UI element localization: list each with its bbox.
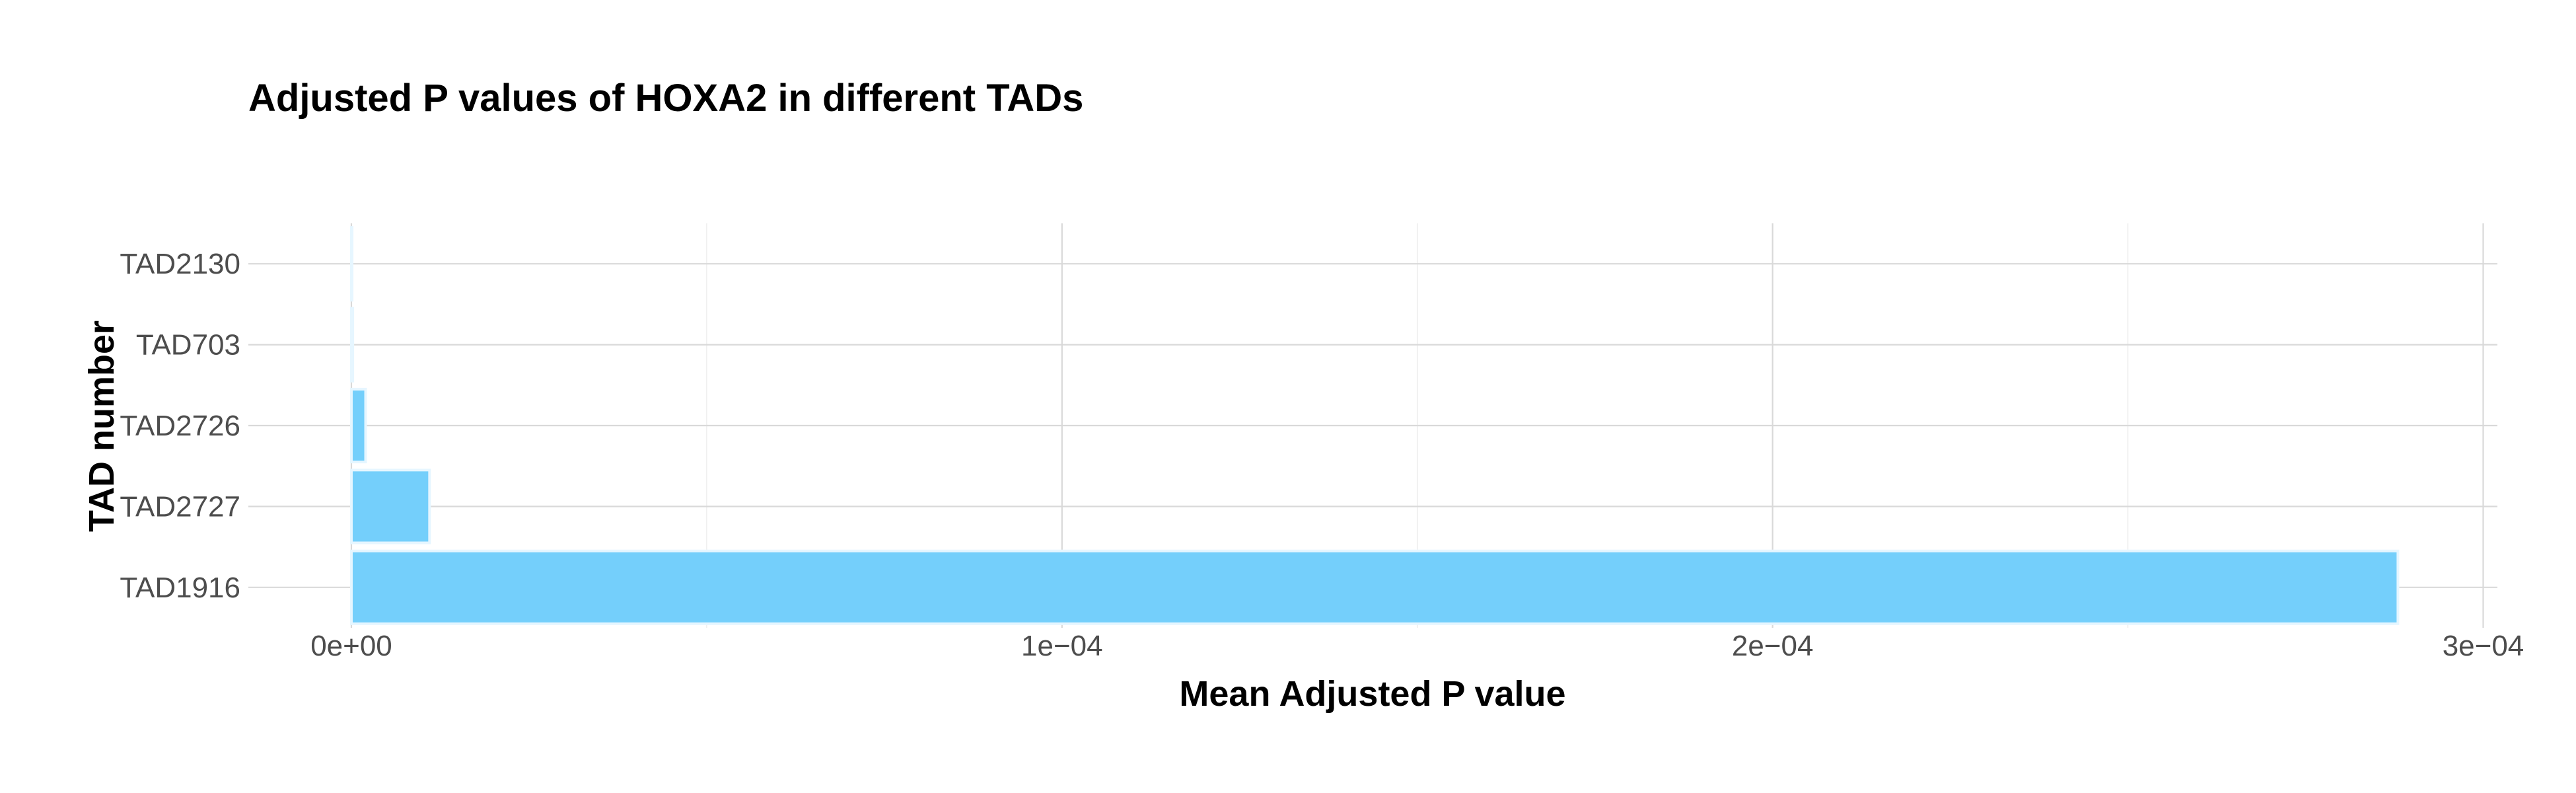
- x-tick-label: 3e−04: [2443, 630, 2524, 662]
- grid-lines: [248, 223, 2497, 628]
- y-axis-tick-labels: TAD2130 TAD703 TAD2726 TAD2727 TAD1916: [120, 248, 240, 604]
- y-tick-label: TAD1916: [120, 572, 240, 604]
- y-tick-label: TAD2726: [120, 410, 240, 442]
- y-tick-label: TAD2727: [120, 490, 240, 523]
- x-tick-label: 1e−04: [1021, 630, 1103, 662]
- x-axis-tick-labels: 0e+00 1e−04 2e−04 3e−04: [310, 630, 2524, 662]
- y-tick-label: TAD2130: [120, 248, 240, 280]
- bar-tad703: [349, 307, 355, 383]
- bar-tad2727: [349, 469, 431, 545]
- chart-title: Adjusted P values of HOXA2 in different …: [248, 77, 1083, 120]
- x-axis-title: Mean Adjusted P value: [1179, 674, 1565, 714]
- x-tick-label: 2e−04: [1732, 630, 1814, 662]
- bar-tad1916: [349, 549, 2400, 625]
- bars: [349, 226, 2400, 625]
- y-axis-title: TAD number: [82, 321, 122, 532]
- bar-tad2726: [349, 387, 367, 464]
- bar-tad2130: [349, 226, 354, 302]
- y-tick-label: TAD703: [136, 329, 240, 361]
- x-tick-label: 0e+00: [310, 630, 392, 662]
